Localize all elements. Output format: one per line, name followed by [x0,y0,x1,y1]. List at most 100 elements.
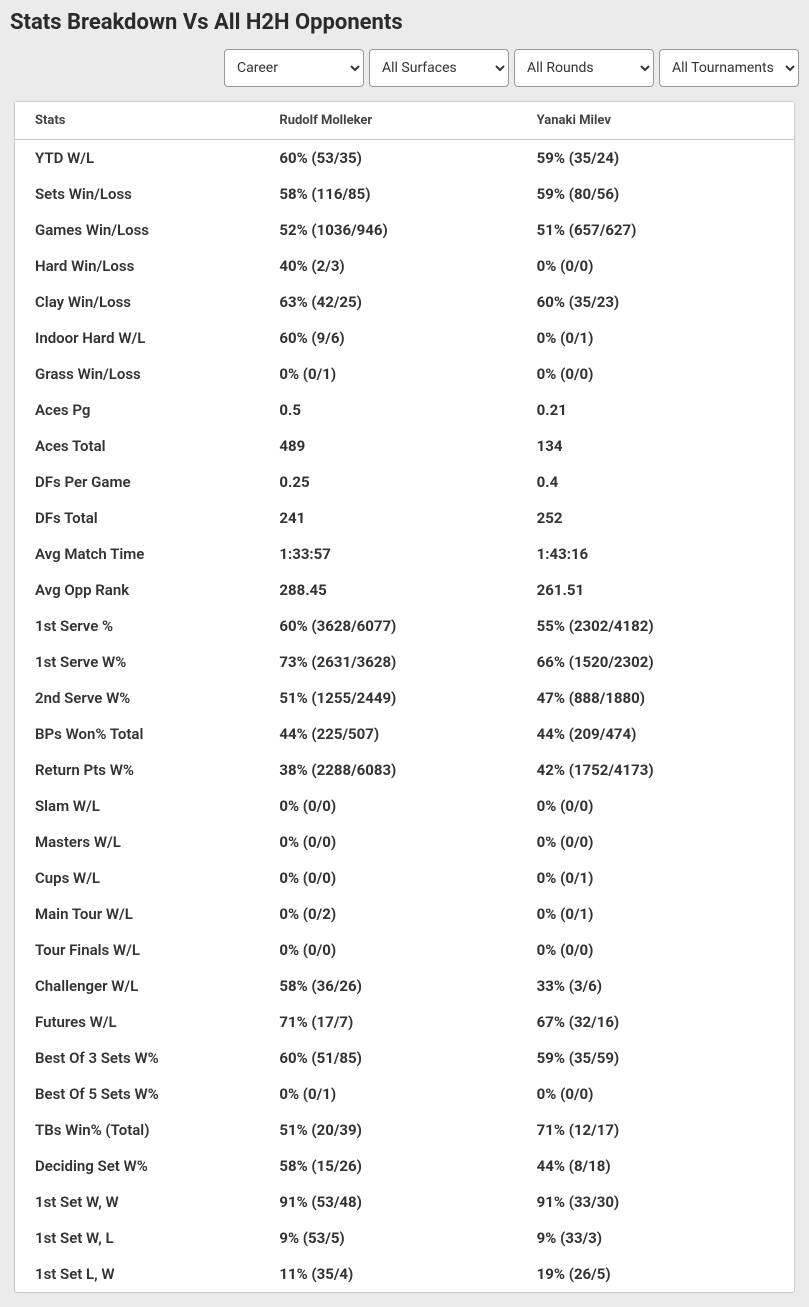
stat-label-cell: Masters W/L [15,824,279,860]
stat-value-cell: 0% (0/0) [279,860,536,896]
stat-value-cell: 0% (0/0) [537,356,794,392]
col-header-stats: Stats [15,102,279,140]
stat-value-cell: 44% (225/507) [279,716,536,752]
stat-value-cell: 55% (2302/4182) [537,608,794,644]
table-row: 1st Set L, W11% (35/4)19% (26/5) [15,1256,794,1292]
table-row: Avg Opp Rank288.45261.51 [15,572,794,608]
tournaments-select[interactable]: All Tournaments [659,49,799,87]
stat-value-cell: 58% (116/85) [279,176,536,212]
table-row: Indoor Hard W/L60% (9/6)0% (0/1) [15,320,794,356]
stat-label-cell: Avg Match Time [15,536,279,572]
stat-value-cell: 241 [279,500,536,536]
stat-value-cell: 0% (0/2) [279,896,536,932]
stat-value-cell: 288.45 [279,572,536,608]
stat-value-cell: 0% (0/0) [537,824,794,860]
stat-label-cell: Hard Win/Loss [15,248,279,284]
stat-value-cell: 11% (35/4) [279,1256,536,1292]
stat-value-cell: 58% (15/26) [279,1148,536,1184]
stat-label-cell: Best Of 5 Sets W% [15,1076,279,1112]
stat-value-cell: 252 [537,500,794,536]
table-row: Deciding Set W%58% (15/26)44% (8/18) [15,1148,794,1184]
stat-value-cell: 60% (35/23) [537,284,794,320]
stat-value-cell: 47% (888/1880) [537,680,794,716]
stat-value-cell: 0% (0/1) [537,320,794,356]
table-row: Cups W/L0% (0/0)0% (0/1) [15,860,794,896]
stat-label-cell: 1st Set W, L [15,1220,279,1256]
table-row: Return Pts W%38% (2288/6083)42% (1752/41… [15,752,794,788]
stat-value-cell: 0% (0/1) [537,896,794,932]
stat-value-cell: 71% (17/7) [279,1004,536,1040]
table-row: Tour Finals W/L0% (0/0)0% (0/0) [15,932,794,968]
table-row: Best Of 3 Sets W%60% (51/85)59% (35/59) [15,1040,794,1076]
stat-label-cell: 1st Set W, W [15,1184,279,1220]
surfaces-select[interactable]: All Surfaces [369,49,509,87]
stat-value-cell: 60% (9/6) [279,320,536,356]
stat-value-cell: 60% (3628/6077) [279,608,536,644]
stat-value-cell: 91% (33/30) [537,1184,794,1220]
stat-label-cell: DFs Per Game [15,464,279,500]
stat-value-cell: 0% (0/0) [537,788,794,824]
stat-label-cell: DFs Total [15,500,279,536]
table-row: Clay Win/Loss63% (42/25)60% (35/23) [15,284,794,320]
stat-value-cell: 9% (53/5) [279,1220,536,1256]
stat-value-cell: 1:43:16 [537,536,794,572]
rounds-select[interactable]: All Rounds [514,49,654,87]
table-row: 1st Set W, W91% (53/48)91% (33/30) [15,1184,794,1220]
stat-label-cell: 1st Set L, W [15,1256,279,1292]
stat-value-cell: 261.51 [537,572,794,608]
stat-label-cell: TBs Win% (Total) [15,1112,279,1148]
stat-value-cell: 0.5 [279,392,536,428]
stat-value-cell: 63% (42/25) [279,284,536,320]
filter-bar: Career All Surfaces All Rounds All Tourn… [0,49,809,101]
stat-value-cell: 59% (35/59) [537,1040,794,1076]
stat-label-cell: Games Win/Loss [15,212,279,248]
stat-value-cell: 73% (2631/3628) [279,644,536,680]
table-row: Futures W/L71% (17/7)67% (32/16) [15,1004,794,1040]
stat-value-cell: 0.25 [279,464,536,500]
stat-value-cell: 67% (32/16) [537,1004,794,1040]
stat-value-cell: 134 [537,428,794,464]
table-header-row: Stats Rudolf Molleker Yanaki Milev [15,102,794,140]
stat-value-cell: 66% (1520/2302) [537,644,794,680]
col-header-player1: Rudolf Molleker [279,102,536,140]
stat-value-cell: 51% (1255/2449) [279,680,536,716]
stat-value-cell: 0% (0/0) [279,824,536,860]
table-row: Hard Win/Loss40% (2/3)0% (0/0) [15,248,794,284]
stat-value-cell: 38% (2288/6083) [279,752,536,788]
stat-label-cell: Return Pts W% [15,752,279,788]
stat-value-cell: 91% (53/48) [279,1184,536,1220]
stat-label-cell: Aces Pg [15,392,279,428]
stat-label-cell: Challenger W/L [15,968,279,1004]
stat-value-cell: 33% (3/6) [537,968,794,1004]
stat-label-cell: 1st Serve W% [15,644,279,680]
table-row: Grass Win/Loss0% (0/1)0% (0/0) [15,356,794,392]
table-row: Challenger W/L58% (36/26)33% (3/6) [15,968,794,1004]
stat-value-cell: 0% (0/0) [279,932,536,968]
stat-value-cell: 58% (36/26) [279,968,536,1004]
table-row: YTD W/L60% (53/35)59% (35/24) [15,140,794,177]
table-row: Best Of 5 Sets W%0% (0/1)0% (0/0) [15,1076,794,1112]
career-select[interactable]: Career [224,49,364,87]
stat-value-cell: 1:33:57 [279,536,536,572]
stat-value-cell: 9% (33/3) [537,1220,794,1256]
table-row: Slam W/L0% (0/0)0% (0/0) [15,788,794,824]
stat-label-cell: Futures W/L [15,1004,279,1040]
stat-label-cell: Grass Win/Loss [15,356,279,392]
table-row: 1st Serve W%73% (2631/3628)66% (1520/230… [15,644,794,680]
stat-value-cell: 42% (1752/4173) [537,752,794,788]
stat-value-cell: 44% (209/474) [537,716,794,752]
stat-label-cell: Indoor Hard W/L [15,320,279,356]
stat-label-cell: Main Tour W/L [15,896,279,932]
stat-value-cell: 71% (12/17) [537,1112,794,1148]
stat-value-cell: 52% (1036/946) [279,212,536,248]
stat-label-cell: Aces Total [15,428,279,464]
stat-value-cell: 51% (657/627) [537,212,794,248]
table-row: Games Win/Loss52% (1036/946)51% (657/627… [15,212,794,248]
stat-value-cell: 0.4 [537,464,794,500]
table-row: BPs Won% Total44% (225/507)44% (209/474) [15,716,794,752]
stat-value-cell: 0% (0/0) [537,1076,794,1112]
page-title: Stats Breakdown Vs All H2H Opponents [0,0,809,49]
stats-card: Stats Rudolf Molleker Yanaki Milev YTD W… [14,101,795,1293]
stat-label-cell: Best Of 3 Sets W% [15,1040,279,1076]
stat-value-cell: 0% (0/0) [279,788,536,824]
